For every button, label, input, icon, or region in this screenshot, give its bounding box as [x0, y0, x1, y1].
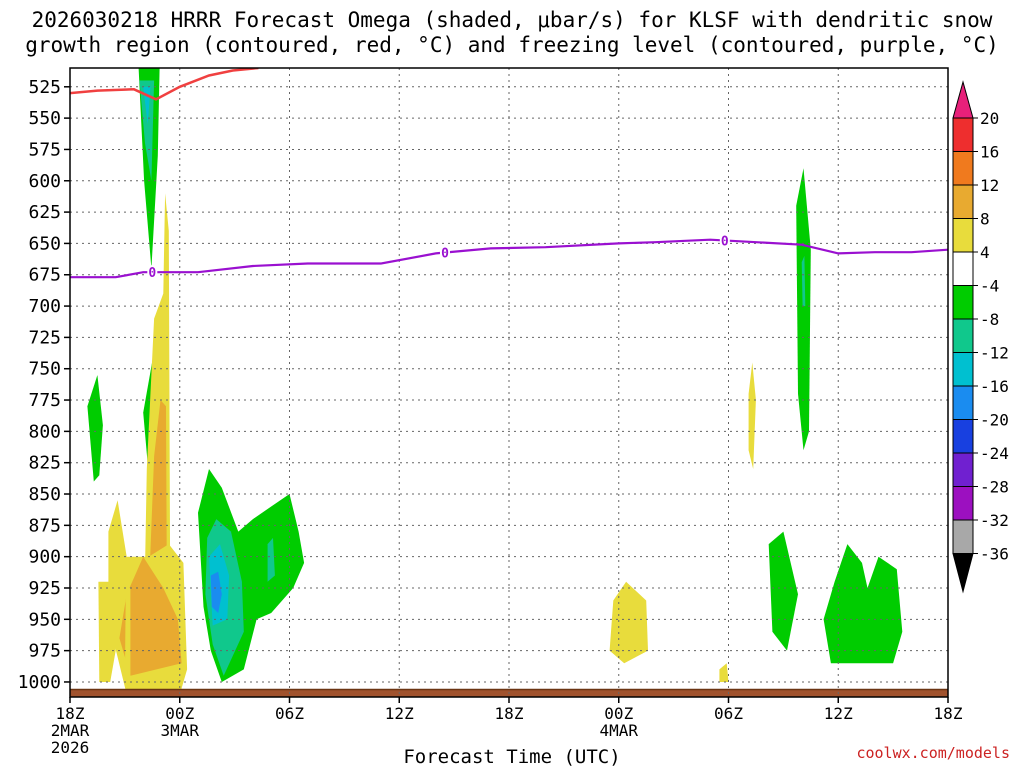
freezing-level-label-0: 0: [148, 266, 156, 281]
colorbar-label-12: -32: [980, 511, 1009, 530]
omega-region-pos4-19: [748, 362, 756, 469]
x-tick-label-h6-1: 3MAR: [160, 721, 199, 740]
freezing-level-contour-line: [70, 238, 948, 279]
x-tick-label-h48-0: 18Z: [934, 704, 963, 723]
y-tick-label-850: 850: [28, 484, 61, 505]
colorbar-label-3: 8: [980, 210, 990, 229]
colorbar-label-1: 16: [980, 143, 999, 162]
colorbar-label-7: -12: [980, 344, 1009, 363]
omega-region-pos4-9: [98, 581, 116, 682]
x-tick-label-h0-1: 2MAR: [51, 721, 90, 740]
colorbar-box-5: [952, 285, 974, 320]
freezing-level-label-2: 0: [721, 234, 729, 249]
colorbar-box-6: [952, 318, 974, 353]
y-tick-label-925: 925: [28, 578, 61, 599]
x-tick-label-h36-0: 06Z: [714, 704, 743, 723]
colorbar-label-10: -24: [980, 444, 1009, 463]
freezing-label-bg-0: [147, 265, 158, 280]
colorbar-box-8: [952, 385, 974, 420]
y-tick-label-600: 600: [28, 171, 61, 192]
y-tick-label-825: 825: [28, 453, 61, 474]
colorbar-box-12: [952, 519, 974, 554]
x-tick-label-h0-0: 18Z: [56, 704, 85, 723]
y-tick-label-900: 900: [28, 547, 61, 568]
omega-shading-layer: [87, 68, 903, 695]
omega-region-neg8-11: [87, 375, 103, 482]
y-tick-label-875: 875: [28, 515, 61, 536]
colorbar-label-11: -28: [980, 478, 1009, 497]
colorbar-box-11: [952, 486, 974, 521]
omega-region-neg20-16: [210, 571, 222, 613]
y-tick-label-575: 575: [28, 139, 61, 160]
omega-region-pos4-18: [719, 663, 729, 682]
omega-region-neg12-14: [267, 537, 275, 582]
x-tick-label-h12-0: 06Z: [275, 704, 304, 723]
y-tick-label-625: 625: [28, 202, 61, 223]
omega-region-pos4-10: [124, 588, 131, 682]
colorbar-box-4: [952, 251, 974, 286]
omega-region-neg12-2: [139, 80, 155, 181]
y-tick-label-750: 750: [28, 359, 61, 380]
y-tick-label-650: 650: [28, 233, 61, 254]
colorbar-label-13: -36: [980, 545, 1009, 564]
freezing-label-bg-1: [439, 245, 450, 260]
omega-region-neg8-22: [768, 531, 798, 651]
colorbar-label-8: -16: [980, 377, 1009, 396]
omega-region-neg8-1: [135, 68, 160, 269]
y-tick-label-975: 975: [28, 641, 61, 662]
omega-region-neg8-20: [796, 168, 811, 451]
chart-title-line-1: 2026030218 HRRR Forecast Omega (shaded, …: [31, 8, 993, 32]
y-tick-label-775: 775: [28, 390, 61, 411]
colorbar-box-0: [952, 117, 974, 152]
x-axis-label: Forecast Time (UTC): [403, 746, 621, 768]
x-tick-label-h0-2: 2026: [51, 738, 90, 757]
y-tick-label-700: 700: [28, 296, 61, 317]
colorbar-label-2: 12: [980, 176, 999, 195]
colorbar-box-10: [952, 452, 974, 487]
contour-layer: 0 0 0: [70, 68, 948, 281]
colorbar-label-4: 4: [980, 243, 990, 262]
colorbar-box-9: [952, 419, 974, 454]
colorbar-label-5: -4: [980, 277, 999, 296]
dgz-contour-line: [70, 68, 259, 101]
x-tick-label-h30-1: 4MAR: [599, 721, 638, 740]
colorbar-top-triangle: [952, 80, 974, 119]
y-tick-label-950: 950: [28, 609, 61, 630]
x-tick-label-h30-0: 00Z: [604, 704, 633, 723]
y-tick-label-1000: 1000: [18, 672, 61, 693]
freezing-label-bg-2: [719, 233, 730, 248]
y-tick-label-550: 550: [28, 108, 61, 129]
y-tick-label-525: 525: [28, 77, 61, 98]
colorbar-bottom-triangle: [952, 553, 974, 594]
colorbar-box-2: [952, 184, 974, 219]
x-tick-label-h18-0: 12Z: [385, 704, 414, 723]
chart-title-line-2: growth region (contoured, red, °C) and f…: [25, 33, 999, 57]
grid-layer: [70, 68, 948, 697]
omega-region-neg12-21: [801, 255, 806, 307]
x-tick-label-h24-0: 18Z: [495, 704, 524, 723]
credit-text: coolwx.com/models: [856, 744, 1010, 762]
omega-region-pos8-8: [119, 556, 182, 676]
x-tick-label-h42-0: 12Z: [824, 704, 853, 723]
colorbar-box-3: [952, 218, 974, 253]
y-tick-label-725: 725: [28, 327, 61, 348]
colorbar-label-6: -8: [980, 310, 999, 329]
colorbar-label-9: -20: [980, 411, 1009, 430]
colorbar-box-7: [952, 352, 974, 387]
x-tick-label-h6-0: 00Z: [165, 704, 194, 723]
y-tick-label-675: 675: [28, 265, 61, 286]
axes-layer: 525 550 575 600 625 650 675 700 725 750 775 800 825 8…: [18, 67, 963, 757]
omega-region-neg8-23: [823, 544, 903, 664]
colorbar: 20 16 12 8 4 -4 -8 -12 -16 -20 -24 -28 -32 -36: [952, 80, 1009, 594]
colorbar-label-0: 20: [980, 109, 999, 128]
colorbar-box-1: [952, 151, 974, 186]
freezing-level-label-1: 0: [441, 247, 449, 262]
y-tick-label-800: 800: [28, 421, 61, 442]
